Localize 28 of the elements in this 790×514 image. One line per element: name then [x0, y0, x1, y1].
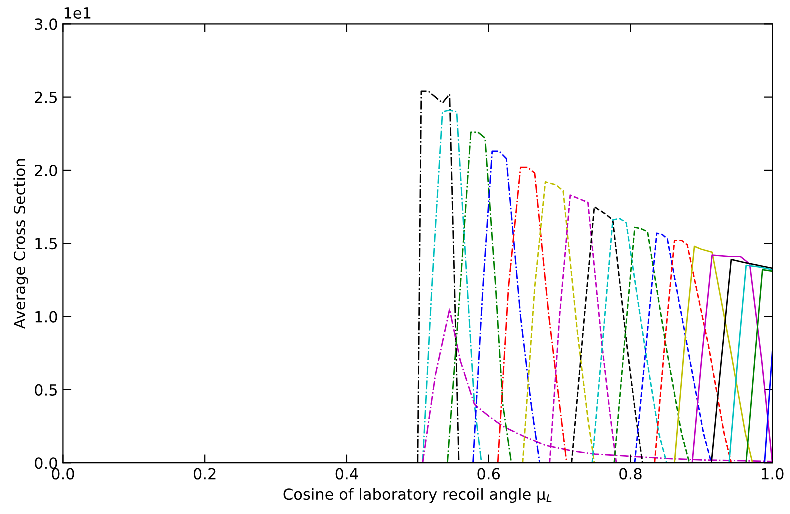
- x-tick-label: 0.0: [52, 468, 74, 480]
- line-series: [497, 166, 568, 464]
- line-series: [447, 132, 512, 464]
- line-series: [522, 181, 596, 464]
- line-series: [592, 218, 668, 464]
- text: 1e1: [64, 8, 91, 20]
- y-axis-title: Average Cross Section: [14, 159, 28, 330]
- x-axis-title: Cosine of laboratory recoil angle μ$_{L}$: [284, 488, 552, 504]
- line-series: [614, 226, 690, 464]
- y-tick-label: 0.5: [35, 384, 58, 396]
- x-tick-label: 0.8: [620, 468, 642, 480]
- line-series: [746, 269, 773, 464]
- line-series: [674, 246, 754, 464]
- y-tick-label: 0.0: [35, 458, 58, 470]
- line-series: [472, 150, 541, 464]
- line-series: [422, 110, 482, 464]
- y-tick-label: 2.0: [35, 164, 58, 176]
- y-tick-label: 3.0: [35, 18, 58, 30]
- line-series: [654, 240, 732, 464]
- x-tick-label: 0.2: [194, 468, 216, 480]
- x-tick-label: 1.0: [762, 468, 784, 480]
- x-tick-label: 0.4: [336, 468, 358, 480]
- x-tick-label: 0.6: [478, 468, 500, 480]
- y-tick-label: 1.5: [36, 238, 58, 250]
- line-series: [634, 232, 712, 464]
- line-series: [728, 264, 773, 464]
- y-tick-label: 1.0: [36, 311, 58, 323]
- y-tick-label: 2.5: [35, 92, 58, 104]
